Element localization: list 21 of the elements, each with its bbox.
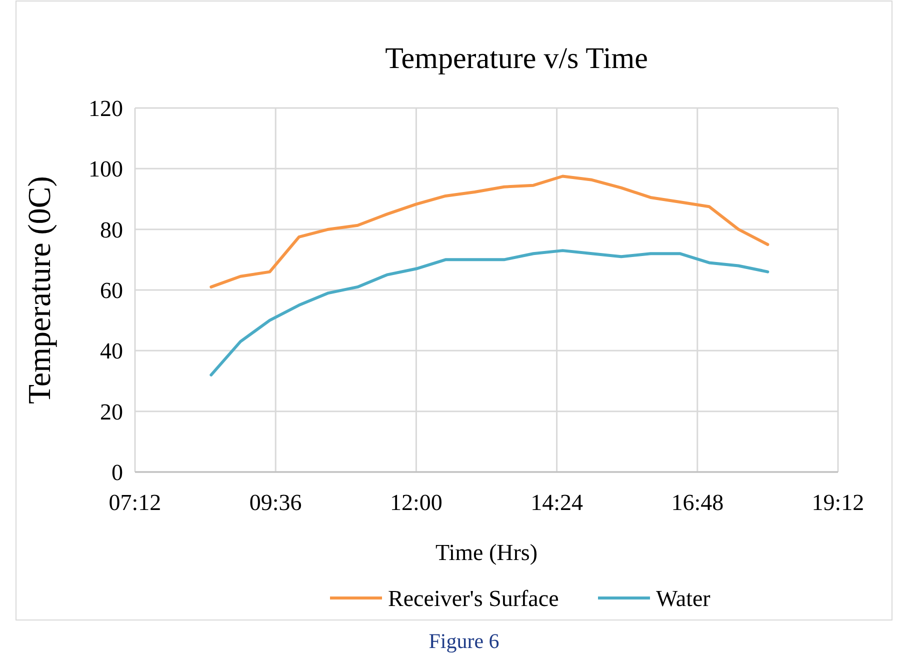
y-tick-label: 100 <box>88 156 123 182</box>
caption: Figure 6 <box>428 629 500 653</box>
legend-label: Receiver's Surface <box>388 586 559 611</box>
y-axis-title: Temperature (0C) <box>21 176 57 404</box>
x-tick-label: 12:00 <box>390 490 442 515</box>
x-axis-title: Time (Hrs) <box>435 540 538 565</box>
legend-label: Water <box>656 586 711 611</box>
x-tick-label: 07:12 <box>108 490 162 515</box>
chart-title: Temperature v/s Time <box>385 42 648 75</box>
line-series <box>210 249 770 376</box>
y-tick-label: 120 <box>88 96 123 121</box>
y-tick-label: 80 <box>100 217 123 242</box>
x-tick-label: 16:48 <box>671 490 724 515</box>
y-tick-label: 60 <box>100 278 123 303</box>
y-tick-label: 40 <box>100 338 123 364</box>
y-tick-label: 20 <box>100 399 123 424</box>
x-tick-label: 14:24 <box>530 490 584 515</box>
x-tick-label: 19:12 <box>812 490 864 515</box>
y-tick-label: 0 <box>112 460 123 485</box>
x-tick-label: 09:36 <box>249 490 302 515</box>
line-series <box>210 174 770 288</box>
